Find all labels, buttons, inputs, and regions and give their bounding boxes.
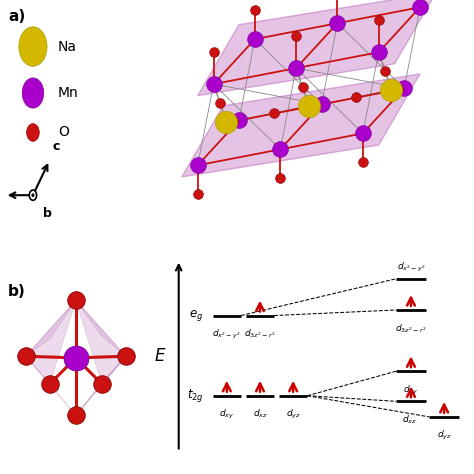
Point: [318, 100, 325, 108]
Point: [72, 354, 80, 362]
Point: [194, 191, 201, 198]
Polygon shape: [26, 356, 76, 416]
Text: O: O: [58, 126, 69, 139]
Point: [388, 86, 395, 94]
Circle shape: [19, 27, 47, 66]
Point: [122, 353, 130, 360]
Text: $d_{xz}$: $d_{xz}$: [402, 413, 417, 426]
Point: [210, 80, 218, 88]
Point: [334, 19, 341, 27]
Point: [46, 380, 54, 388]
Point: [381, 67, 389, 75]
Point: [22, 353, 29, 360]
Text: b: b: [43, 207, 52, 220]
Polygon shape: [26, 300, 76, 356]
Point: [229, 117, 237, 125]
Point: [375, 48, 383, 56]
Point: [394, 85, 401, 93]
Point: [276, 174, 284, 182]
Text: $d_{3z^2-r^2}$: $d_{3z^2-r^2}$: [244, 328, 276, 340]
Polygon shape: [26, 300, 76, 384]
Text: c: c: [53, 140, 60, 154]
Point: [305, 102, 313, 109]
Text: $d_{xy}$: $d_{xy}$: [219, 408, 235, 421]
Point: [72, 296, 80, 304]
Point: [401, 85, 408, 92]
Point: [276, 146, 284, 153]
Point: [359, 159, 366, 166]
Text: a): a): [8, 9, 25, 24]
Point: [210, 48, 218, 56]
Point: [222, 118, 230, 126]
Text: $d_{yz}$: $d_{yz}$: [286, 408, 301, 421]
Polygon shape: [76, 300, 126, 356]
Text: $e_g$: $e_g$: [190, 308, 203, 323]
Point: [216, 99, 224, 107]
Point: [292, 32, 300, 40]
Text: Na: Na: [58, 39, 77, 54]
Polygon shape: [198, 0, 436, 96]
Circle shape: [22, 78, 44, 108]
Circle shape: [29, 190, 36, 201]
Polygon shape: [76, 356, 126, 416]
Point: [375, 17, 383, 24]
Circle shape: [32, 194, 34, 196]
Text: $d_{x^2-y^2}$: $d_{x^2-y^2}$: [397, 261, 425, 274]
Text: Mn: Mn: [58, 86, 79, 100]
Point: [98, 380, 106, 388]
Point: [270, 109, 278, 117]
Polygon shape: [182, 74, 420, 177]
Point: [251, 6, 259, 14]
Text: $d_{3z^2-r^2}$: $d_{3z^2-r^2}$: [395, 322, 427, 335]
Point: [194, 162, 201, 169]
Point: [235, 117, 243, 124]
Point: [292, 64, 300, 72]
Point: [359, 129, 366, 137]
Polygon shape: [76, 356, 126, 416]
Text: $d_{xz}$: $d_{xz}$: [253, 408, 267, 420]
Text: $d_{xy}$: $d_{xy}$: [403, 383, 419, 397]
Circle shape: [27, 124, 39, 141]
Point: [416, 3, 424, 11]
Text: $E$: $E$: [154, 346, 167, 365]
Polygon shape: [76, 300, 126, 384]
Point: [251, 36, 259, 43]
Text: $t_{2g}$: $t_{2g}$: [187, 387, 203, 404]
Text: b): b): [8, 283, 26, 299]
Point: [353, 93, 360, 101]
Point: [72, 412, 80, 419]
Point: [299, 83, 306, 91]
Text: $d_{yz}$: $d_{yz}$: [437, 429, 452, 442]
Text: $d_{x^2-y^2}$: $d_{x^2-y^2}$: [212, 328, 241, 341]
Point: [311, 101, 319, 109]
